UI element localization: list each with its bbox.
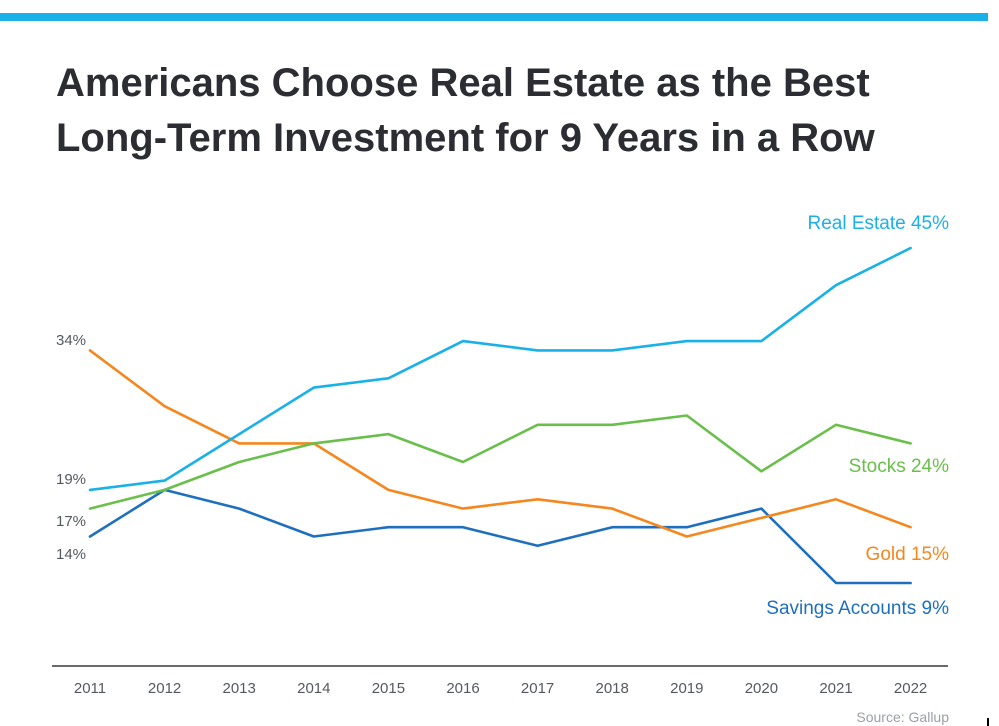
x-tick-label: 2014 xyxy=(297,680,330,697)
corner-mark xyxy=(987,718,989,726)
x-tick-label: 2012 xyxy=(148,680,181,697)
x-tick-label: 2017 xyxy=(521,680,554,697)
series-lines xyxy=(88,246,912,585)
top-accent-bar xyxy=(0,13,988,21)
x-tick-label: 2020 xyxy=(745,680,778,697)
series-line-stocks xyxy=(88,414,912,510)
start-value-labels: 34% 19% 17% 14% xyxy=(56,332,86,563)
x-tick-label: 2022 xyxy=(894,680,927,697)
series-label-gold: Gold 15% xyxy=(866,544,950,565)
x-tick-label: 2021 xyxy=(819,680,852,697)
chart-title: Americans Choose Real Estate as the Best… xyxy=(56,56,976,166)
x-tick-label: 2019 xyxy=(670,680,703,697)
x-tick-label: 2016 xyxy=(446,680,479,697)
start-value-label: 19% xyxy=(56,471,86,488)
x-tick-label: 2018 xyxy=(596,680,629,697)
series-label-real-estate: Real Estate 45% xyxy=(807,213,949,234)
series-label-savings-accounts: Savings Accounts 9% xyxy=(766,598,949,619)
start-value-label: 17% xyxy=(56,513,86,530)
x-tick-label: 2015 xyxy=(372,680,405,697)
start-value-label: 34% xyxy=(56,332,86,349)
x-tick-labels: 2011 2012 2013 2014 2015 2016 2017 2018 2019 2020… xyxy=(74,680,927,697)
start-value-label: 14% xyxy=(56,546,86,563)
series-label-stocks: Stocks 24% xyxy=(849,456,949,477)
series-line-gold xyxy=(88,349,912,538)
series-line-real-estate xyxy=(88,246,912,492)
chart-title-line-2: Long-Term Investment for 9 Years in a Ro… xyxy=(56,116,875,160)
source-note: Source: Gallup xyxy=(856,709,949,725)
series-end-labels: Real Estate 45% Stocks 24% Gold 15% Savings… xyxy=(766,213,949,619)
series-line-savings-accounts xyxy=(88,488,912,585)
x-tick-label: 2013 xyxy=(223,680,256,697)
chart-title-line-1: Americans Choose Real Estate as the Best xyxy=(56,61,870,105)
x-tick-label: 2011 xyxy=(74,680,106,697)
